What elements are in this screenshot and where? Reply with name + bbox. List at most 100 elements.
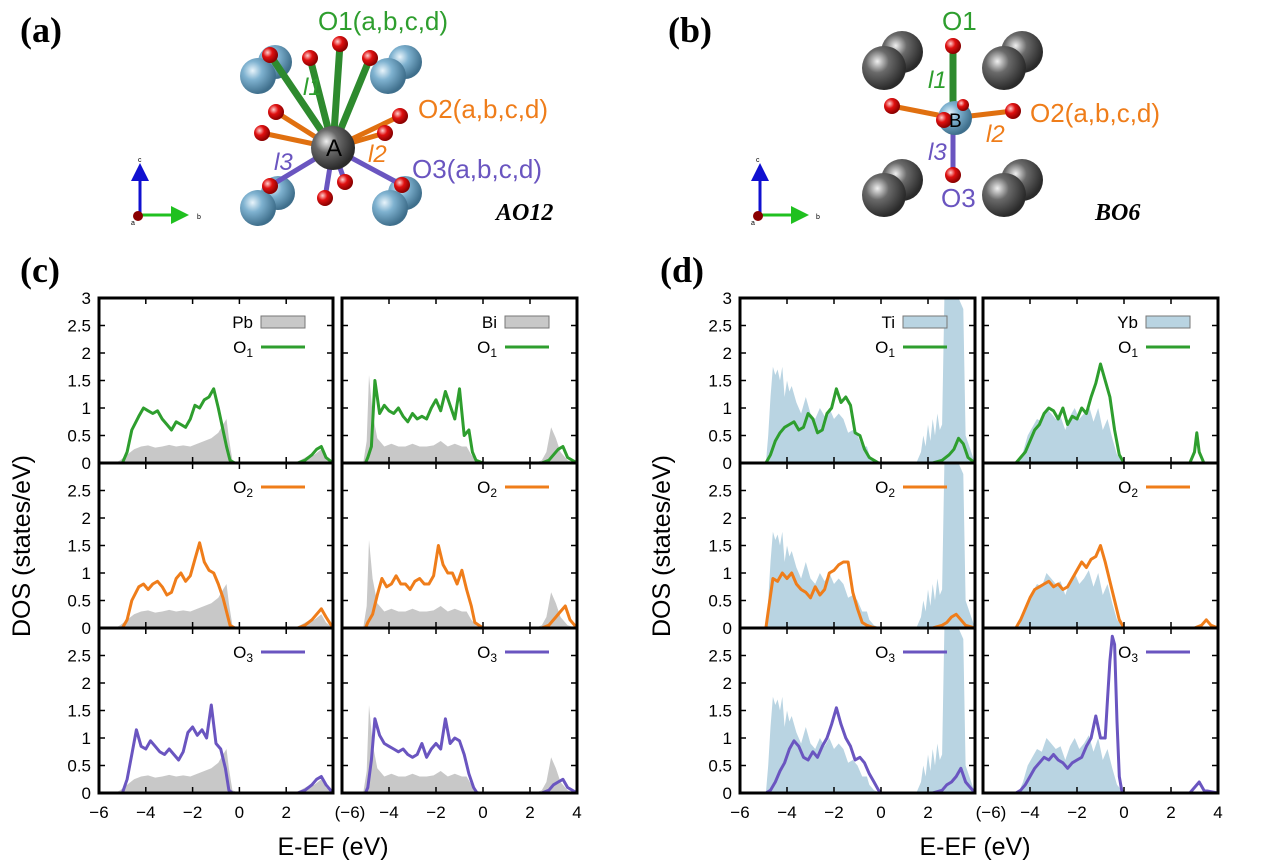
legend-swatch-bi xyxy=(504,315,550,329)
y-tick-label: 1 xyxy=(723,399,732,418)
y-tick-label: 3 xyxy=(723,289,732,308)
dos-line-o2 xyxy=(740,560,975,628)
panel-label-d: (d) xyxy=(660,250,704,290)
dos-fill-bi xyxy=(342,705,577,793)
x-tick-label: −2 xyxy=(1067,803,1086,822)
legend-label-ti: Ti xyxy=(881,313,895,332)
y-tick-label: 0 xyxy=(82,784,91,803)
label-o2-b: O2(a,b,c,d) xyxy=(1030,98,1160,128)
x-tick-label: 4 xyxy=(1213,803,1222,822)
legend-label-bi: Bi xyxy=(482,313,497,332)
label-l2-a: l2 xyxy=(368,141,387,168)
y-tick-label: 2 xyxy=(723,344,732,363)
panel-label-c: (c) xyxy=(20,250,60,290)
dos-fill-yb xyxy=(983,735,1218,793)
x-tick-label: 2 xyxy=(1166,803,1175,822)
legend-label-pb: Pb xyxy=(232,313,253,332)
x-tick-label: (−6) xyxy=(335,803,366,822)
x-tick-label: 2 xyxy=(525,803,534,822)
legend-label-o2: O2 xyxy=(477,478,497,500)
y-tick-label: 2.5 xyxy=(67,647,91,666)
x-tick-label: −6 xyxy=(89,803,108,822)
y-axis-label-d: DOS (states/eV) xyxy=(648,455,676,637)
y-tick-label: 2 xyxy=(723,509,732,528)
dos-line-o2 xyxy=(983,544,1218,628)
y-tick-label: 0.5 xyxy=(708,427,732,446)
y-tick-label: 0 xyxy=(723,784,732,803)
subplot-o2 xyxy=(99,541,333,628)
dos-fill-pb xyxy=(99,584,333,628)
dos-panel-d-right: Yb O1 O2 O3 (−6) −4 −2 0 2 4 xyxy=(976,296,1223,822)
y-tick-label: 1 xyxy=(82,399,91,418)
label-l3-b: l3 xyxy=(928,139,947,166)
y-tick-label: 1.5 xyxy=(67,537,91,556)
legend-label-o2: O2 xyxy=(1118,478,1138,500)
y-tick-label: 1 xyxy=(723,564,732,583)
center-atom-label-b: B xyxy=(949,111,962,132)
y-tick-label: 2.5 xyxy=(67,317,91,336)
legend-swatch-pb xyxy=(260,315,306,329)
label-o2-a: O2(a,b,c,d) xyxy=(418,94,548,124)
y-tick-label: 2 xyxy=(82,674,91,693)
oxygen-atoms-b xyxy=(884,38,1021,183)
legend-swatch-yb xyxy=(1145,315,1191,329)
y-tick-label: 1.5 xyxy=(708,702,732,721)
subplot-o2 xyxy=(740,463,975,628)
x-axis-label-d: E-EF (eV) xyxy=(919,833,1030,861)
dos-line-o1 xyxy=(983,362,1218,463)
x-tick-label: 0 xyxy=(478,803,487,822)
label-o3-b: O3 xyxy=(941,183,976,213)
label-o3-a: O3(a,b,c,d) xyxy=(412,154,542,184)
axis-letter-b: b xyxy=(816,214,820,221)
subplot-o2 xyxy=(983,544,1218,628)
legend-label-o1: O1 xyxy=(875,338,895,360)
structure-b: c b a B O1 O2(a,b,c,d) O3 l1 xyxy=(751,6,1160,227)
y-tick-label: 2.5 xyxy=(708,317,732,336)
x-tick-label: (−6) xyxy=(976,803,1007,822)
dos-fill-yb xyxy=(983,570,1218,628)
a-site-atom xyxy=(862,173,906,217)
x-tick-label: 2 xyxy=(923,803,932,822)
y-tick-label: 1 xyxy=(82,729,91,748)
y-tick-label: 0.5 xyxy=(708,592,732,611)
y-tick-label: 2.5 xyxy=(67,482,91,501)
y-tick-label: 2.5 xyxy=(708,482,732,501)
y-tick-label: 0.5 xyxy=(708,757,732,776)
y-tick-label: 2 xyxy=(82,344,91,363)
y-tick-label: 0 xyxy=(82,454,91,473)
label-o1-a: O1(a,b,c,d) xyxy=(318,6,448,36)
legend-label-o3: O3 xyxy=(477,643,497,665)
b-site-atom xyxy=(372,190,408,226)
formula-b: BO6 xyxy=(1094,200,1140,226)
subplot-o3 xyxy=(99,703,333,793)
x-tick-label: −2 xyxy=(183,803,202,822)
label-l2-b: l2 xyxy=(986,121,1005,148)
legend-swatch-ti xyxy=(902,315,948,329)
dos-fill-ti xyxy=(740,628,975,793)
subplot-o3 xyxy=(983,634,1218,793)
y-tick-label: 0.5 xyxy=(67,427,91,446)
axis-triad-a: c b a xyxy=(131,157,201,227)
label-l1-b: l1 xyxy=(928,67,947,94)
label-l3-a: l3 xyxy=(274,149,293,176)
x-tick-label: −2 xyxy=(824,803,843,822)
dos-fill-pb xyxy=(99,749,333,793)
x-tick-label: −4 xyxy=(1020,803,1039,822)
a-site-atom xyxy=(862,46,906,90)
label-l1-a: l1 xyxy=(303,74,322,101)
subplot-o3 xyxy=(342,705,577,793)
y-tick-label: 0 xyxy=(723,619,732,638)
x-tick-label: −4 xyxy=(136,803,155,822)
dos-panel-c-right: Bi O1 O2 O3 (−6) −4 −2 0 2 4 xyxy=(335,296,582,822)
legend-label-o3: O3 xyxy=(1118,643,1138,665)
legend-label-o2: O2 xyxy=(233,478,253,500)
b-site-atom xyxy=(370,58,406,94)
panel-label-a: (a) xyxy=(20,10,62,50)
legend-label-o1: O1 xyxy=(477,338,497,360)
x-tick-label: 0 xyxy=(1119,803,1128,822)
dos-fill-yb xyxy=(983,405,1218,463)
dos-fill-ti xyxy=(740,298,975,463)
x-axis-label-c: E-EF (eV) xyxy=(277,833,388,861)
y-tick-label: 1.5 xyxy=(67,372,91,391)
